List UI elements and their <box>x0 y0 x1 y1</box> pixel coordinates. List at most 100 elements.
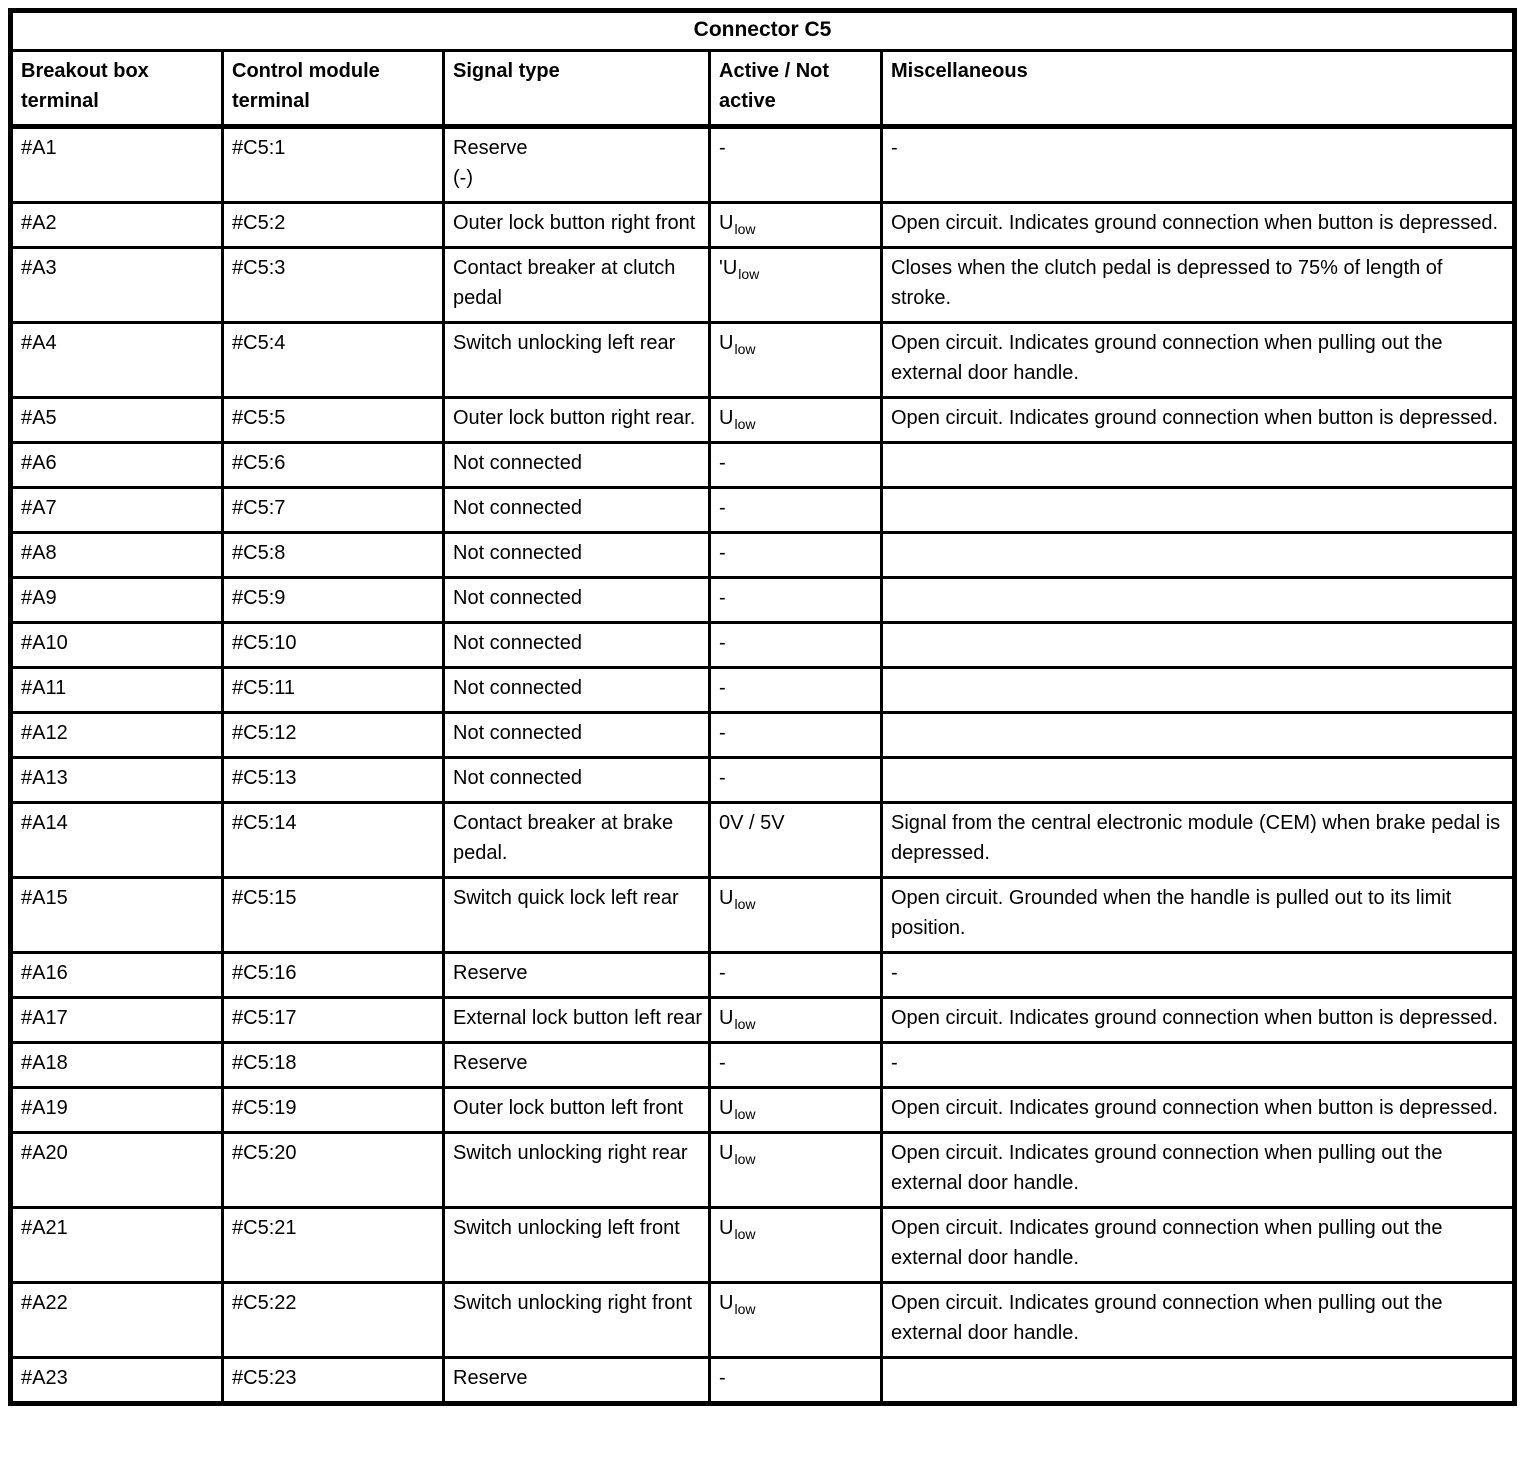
control-module-terminal-cell: #C5:12 <box>221 711 445 759</box>
active-subscript: low <box>734 1106 756 1122</box>
table-row: #A8 #C5:8 Not connected - <box>9 531 1516 579</box>
active-value: - <box>719 542 726 564</box>
active-value: - <box>719 677 726 699</box>
miscellaneous-cell <box>880 711 1516 759</box>
table-row: #A22 #C5:22 Switch unlocking right front… <box>9 1281 1516 1359</box>
breakout-terminal-cell: #A8 <box>9 531 224 579</box>
table-row: #A6 #C5:6 Not connected - <box>9 441 1516 489</box>
active-subscript: low <box>734 896 756 912</box>
table-row: #A9 #C5:9 Not connected - <box>9 576 1516 624</box>
active-subscript: low <box>734 1016 756 1032</box>
signal-type-cell: External lock button left rear <box>442 996 711 1044</box>
breakout-terminal-cell: #A5 <box>9 396 224 444</box>
active-state-cell: Ulow <box>708 1086 883 1134</box>
table-body: #A1 #C5:1 Reserve (-) - - #A2 #C5:2 Oute… <box>9 125 1516 1405</box>
control-module-terminal-cell: #C5:15 <box>221 876 445 954</box>
miscellaneous-cell <box>880 1356 1516 1405</box>
document-page: Connector C5 Breakout box terminal Contr… <box>8 8 1517 1406</box>
miscellaneous-cell: - <box>880 951 1516 999</box>
breakout-terminal-cell: #A4 <box>9 321 224 399</box>
table-row: #A16 #C5:16 Reserve - - <box>9 951 1516 999</box>
signal-type-cell: Switch unlocking right rear <box>442 1131 711 1209</box>
miscellaneous-cell <box>880 531 1516 579</box>
active-state-cell: Ulow <box>708 1131 883 1209</box>
active-value: - <box>719 1052 726 1074</box>
active-state-cell: - <box>708 1041 883 1089</box>
active-state-cell: Ulow <box>708 396 883 444</box>
table-row: #A4 #C5:4 Switch unlocking left rear Ulo… <box>9 321 1516 399</box>
table-row: #A13 #C5:13 Not connected - <box>9 756 1516 804</box>
active-value: U <box>719 332 734 354</box>
signal-type-cell: Not connected <box>442 531 711 579</box>
active-value: - <box>719 962 726 984</box>
table-row: #A21 #C5:21 Switch unlocking left front … <box>9 1206 1516 1284</box>
active-state-cell: - <box>708 951 883 999</box>
table-row: #A7 #C5:7 Not connected - <box>9 486 1516 534</box>
active-value: U <box>719 1217 734 1239</box>
active-state-cell: - <box>708 576 883 624</box>
active-state-cell: - <box>708 125 883 204</box>
signal-type-cell: Contact breaker at clutch pedal <box>442 246 711 324</box>
table-row: #A14 #C5:14 Contact breaker at brake ped… <box>9 801 1516 879</box>
active-value: U <box>719 1142 734 1164</box>
active-value: - <box>719 587 726 609</box>
signal-type-cell: Not connected <box>442 441 711 489</box>
active-state-cell: - <box>708 486 883 534</box>
miscellaneous-cell <box>880 756 1516 804</box>
signal-type-cell: Not connected <box>442 756 711 804</box>
active-state-cell: - <box>708 666 883 714</box>
signal-type-cell: Not connected <box>442 621 711 669</box>
signal-type-cell: Switch unlocking left front <box>442 1206 711 1284</box>
control-module-terminal-cell: #C5:11 <box>221 666 445 714</box>
miscellaneous-cell: - <box>880 125 1516 204</box>
miscellaneous-cell: Open circuit. Indicates ground connectio… <box>880 1086 1516 1134</box>
breakout-terminal-cell: #A22 <box>9 1281 224 1359</box>
signal-type-cell: Outer lock button right front <box>442 201 711 249</box>
breakout-terminal-cell: #A16 <box>9 951 224 999</box>
active-value: 'U <box>719 257 738 279</box>
active-subscript: low <box>734 1226 756 1242</box>
active-value: - <box>719 632 726 654</box>
signal-type-cell: Contact breaker at brake pedal. <box>442 801 711 879</box>
miscellaneous-cell <box>880 666 1516 714</box>
miscellaneous-cell: Open circuit. Indicates ground connectio… <box>880 1131 1516 1209</box>
table-row: #A18 #C5:18 Reserve - - <box>9 1041 1516 1089</box>
table-row: #A5 #C5:5 Outer lock button right rear. … <box>9 396 1516 444</box>
miscellaneous-cell: Open circuit. Indicates ground connectio… <box>880 396 1516 444</box>
control-module-terminal-cell: #C5:7 <box>221 486 445 534</box>
active-value: - <box>719 497 726 519</box>
active-state-cell: - <box>708 531 883 579</box>
table-row: #A2 #C5:2 Outer lock button right front … <box>9 201 1516 249</box>
breakout-terminal-cell: #A2 <box>9 201 224 249</box>
active-state-cell: Ulow <box>708 1206 883 1284</box>
miscellaneous-cell: Closes when the clutch pedal is depresse… <box>880 246 1516 324</box>
miscellaneous-cell <box>880 486 1516 534</box>
signal-type-cell: Switch quick lock left rear <box>442 876 711 954</box>
control-module-terminal-cell: #C5:18 <box>221 1041 445 1089</box>
miscellaneous-cell: Open circuit. Indicates ground connectio… <box>880 1281 1516 1359</box>
active-state-cell: - <box>708 441 883 489</box>
breakout-terminal-cell: #A15 <box>9 876 224 954</box>
miscellaneous-cell: Open circuit. Indicates ground connectio… <box>880 321 1516 399</box>
control-module-terminal-cell: #C5:1 <box>221 125 445 204</box>
signal-type-cell: Outer lock button right rear. <box>442 396 711 444</box>
control-module-terminal-cell: #C5:5 <box>221 396 445 444</box>
breakout-terminal-cell: #A3 <box>9 246 224 324</box>
miscellaneous-cell <box>880 576 1516 624</box>
active-value: - <box>719 767 726 789</box>
signal-type-cell: Reserve (-) <box>442 125 711 204</box>
signal-type-cell: Switch unlocking right front <box>442 1281 711 1359</box>
active-value: - <box>719 137 726 159</box>
control-module-terminal-cell: #C5:4 <box>221 321 445 399</box>
miscellaneous-cell <box>880 441 1516 489</box>
active-value: U <box>719 212 734 234</box>
col-header-signal-type: Signal type <box>442 49 711 129</box>
signal-type-cell: Not connected <box>442 486 711 534</box>
active-state-cell: Ulow <box>708 1281 883 1359</box>
active-state-cell: Ulow <box>708 201 883 249</box>
table-title-row: Connector C5 <box>9 9 1516 52</box>
breakout-terminal-cell: #A7 <box>9 486 224 534</box>
breakout-terminal-cell: #A21 <box>9 1206 224 1284</box>
breakout-terminal-cell: #A10 <box>9 621 224 669</box>
breakout-terminal-cell: #A20 <box>9 1131 224 1209</box>
